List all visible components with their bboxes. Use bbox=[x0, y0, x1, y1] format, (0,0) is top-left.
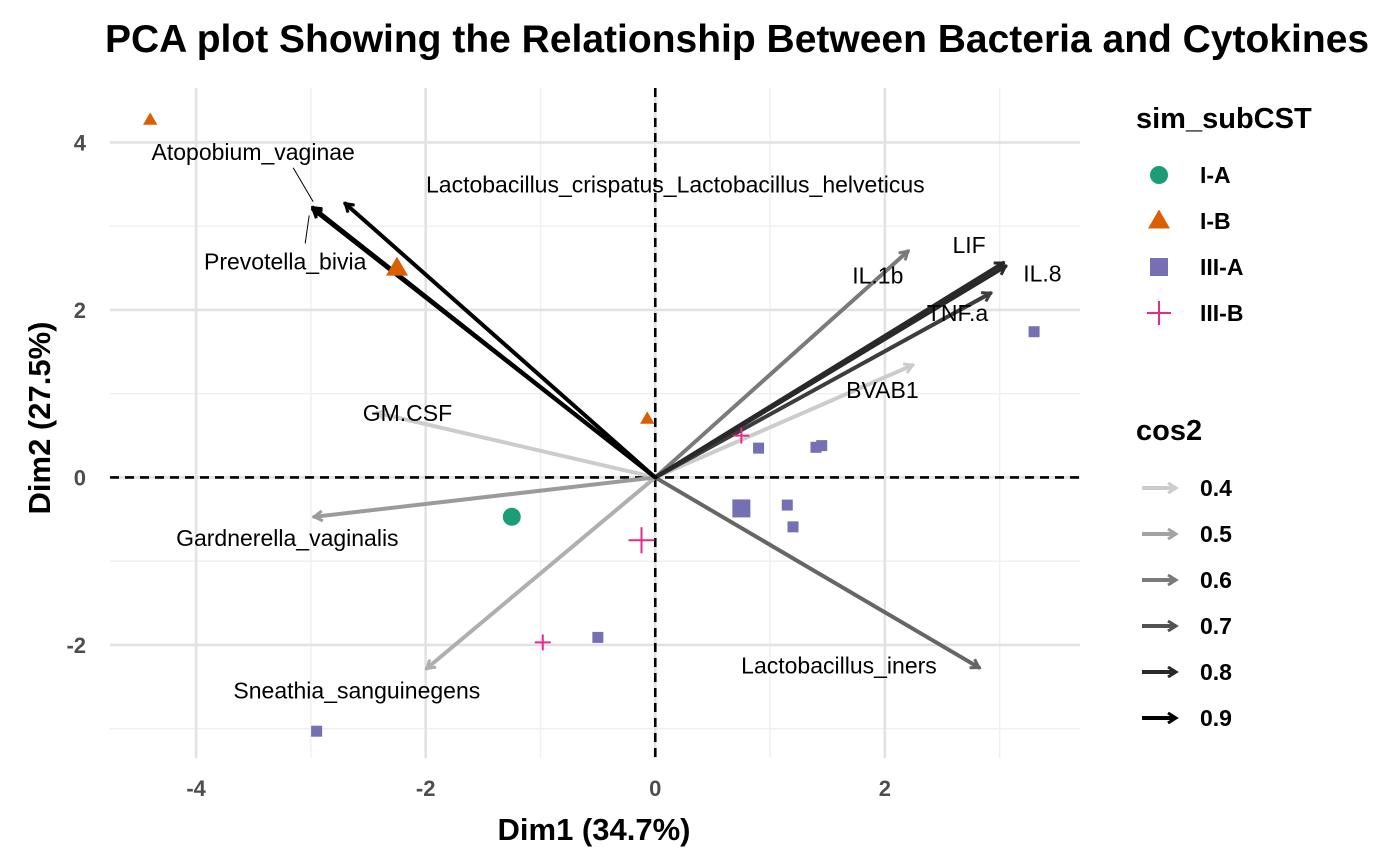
legend-label-cos2: 0.8 bbox=[1200, 659, 1232, 685]
variable-label: Lactobacillus_crispatus_Lactobacillus_he… bbox=[426, 172, 925, 198]
point-iii-a bbox=[787, 521, 799, 533]
legend-key-i-a bbox=[1150, 166, 1168, 184]
legend: sim_subCST I-A I-B III-A III-B cos2 0.4 0.5 0.6 0… bbox=[1136, 103, 1312, 731]
point-iii-a bbox=[816, 440, 828, 452]
arrow-sneathia-sanguinegens bbox=[427, 475, 658, 671]
variable-label: IL.1b bbox=[852, 262, 903, 288]
x-tick-label: 2 bbox=[879, 776, 891, 801]
legend-label-cos2: 0.5 bbox=[1200, 521, 1232, 547]
variable-label: Lactobacillus_iners bbox=[741, 653, 937, 679]
point-iii-a bbox=[810, 441, 822, 453]
arrow-il-1b bbox=[653, 249, 908, 480]
legend-label-group: I-A bbox=[1200, 162, 1231, 188]
legend-title-cos2: cos2 bbox=[1136, 415, 1202, 447]
arrow-bvab1 bbox=[653, 365, 912, 480]
point-iii-b bbox=[628, 527, 655, 554]
x-axis-title: Dim1 (34.7%) bbox=[498, 812, 691, 847]
y-tick-label: -2 bbox=[66, 633, 86, 658]
variable-label: Atopobium_vaginae bbox=[152, 139, 355, 165]
variable-label: Gardnerella_vaginalis bbox=[176, 525, 398, 551]
point-iii-b bbox=[534, 634, 551, 651]
arrow-lactobacillus-crispatus-lactobacillus-helveticus bbox=[345, 201, 658, 480]
y-tick-label: 0 bbox=[74, 465, 86, 490]
variable-label: IL.8 bbox=[1023, 260, 1061, 286]
point-iii-a bbox=[732, 499, 751, 518]
x-tick-label: -4 bbox=[186, 776, 206, 801]
arrow-il-8 bbox=[653, 264, 1005, 480]
x-tick-label: -2 bbox=[416, 776, 436, 801]
legend-label-cos2: 0.9 bbox=[1200, 705, 1232, 731]
variable-label: BVAB1 bbox=[846, 377, 918, 403]
arrow-gardnerella-vaginalis bbox=[314, 475, 658, 516]
point-i-b bbox=[640, 411, 655, 424]
arrow-gm-csf bbox=[377, 413, 658, 480]
y-tick-label: 4 bbox=[74, 130, 87, 155]
point-i-b bbox=[143, 112, 158, 125]
point-iii-b bbox=[733, 427, 750, 444]
legend-label-cos2: 0.6 bbox=[1200, 567, 1232, 593]
variable-label: Sneathia_sanguinegens bbox=[233, 677, 480, 703]
variable-label: GM.CSF bbox=[363, 400, 452, 426]
legend-label-cos2: 0.7 bbox=[1200, 613, 1232, 639]
arrow-lactobacillus-iners bbox=[653, 475, 979, 670]
arrow-prevotella-bivia bbox=[313, 207, 658, 480]
point-i-a bbox=[502, 507, 521, 526]
y-axis-title: Dim2 (27.5%) bbox=[22, 322, 57, 515]
variable-label: TNF.a bbox=[927, 300, 989, 326]
legend-key-i-b bbox=[1148, 209, 1170, 229]
arrow-tnf-a bbox=[653, 293, 990, 480]
variable-labels: Atopobium_vaginae Prevotella_bivia Lactoba… bbox=[152, 139, 1062, 704]
chart-title: PCA plot Showing the Relationship Betwee… bbox=[105, 18, 1369, 61]
point-i-b bbox=[385, 256, 408, 276]
x-tick-label: 0 bbox=[649, 776, 661, 801]
point-iii-a bbox=[753, 442, 765, 454]
point-iii-a bbox=[311, 725, 323, 737]
legend-label-cos2: 0.4 bbox=[1200, 475, 1232, 501]
legend-label-group: III-A bbox=[1200, 254, 1243, 280]
legend-key-iii-b bbox=[1147, 301, 1171, 325]
variable-label: Prevotella_bivia bbox=[204, 248, 367, 274]
legend-title-group: sim_subCST bbox=[1136, 103, 1312, 135]
label-leader-line bbox=[292, 167, 314, 203]
legend-key-iii-a bbox=[1150, 258, 1168, 276]
y-tick-label: 2 bbox=[74, 298, 86, 323]
legend-label-group: I-B bbox=[1200, 208, 1231, 234]
point-iii-a bbox=[1028, 326, 1040, 338]
point-iii-a bbox=[592, 631, 604, 643]
variable-arrows bbox=[313, 201, 1005, 671]
axes bbox=[110, 88, 1080, 758]
individual-points bbox=[143, 112, 1040, 737]
point-iii-a bbox=[781, 499, 793, 511]
label-leader-line bbox=[304, 215, 310, 244]
variable-label: LIF bbox=[952, 232, 985, 258]
legend-label-group: III-B bbox=[1200, 300, 1243, 326]
